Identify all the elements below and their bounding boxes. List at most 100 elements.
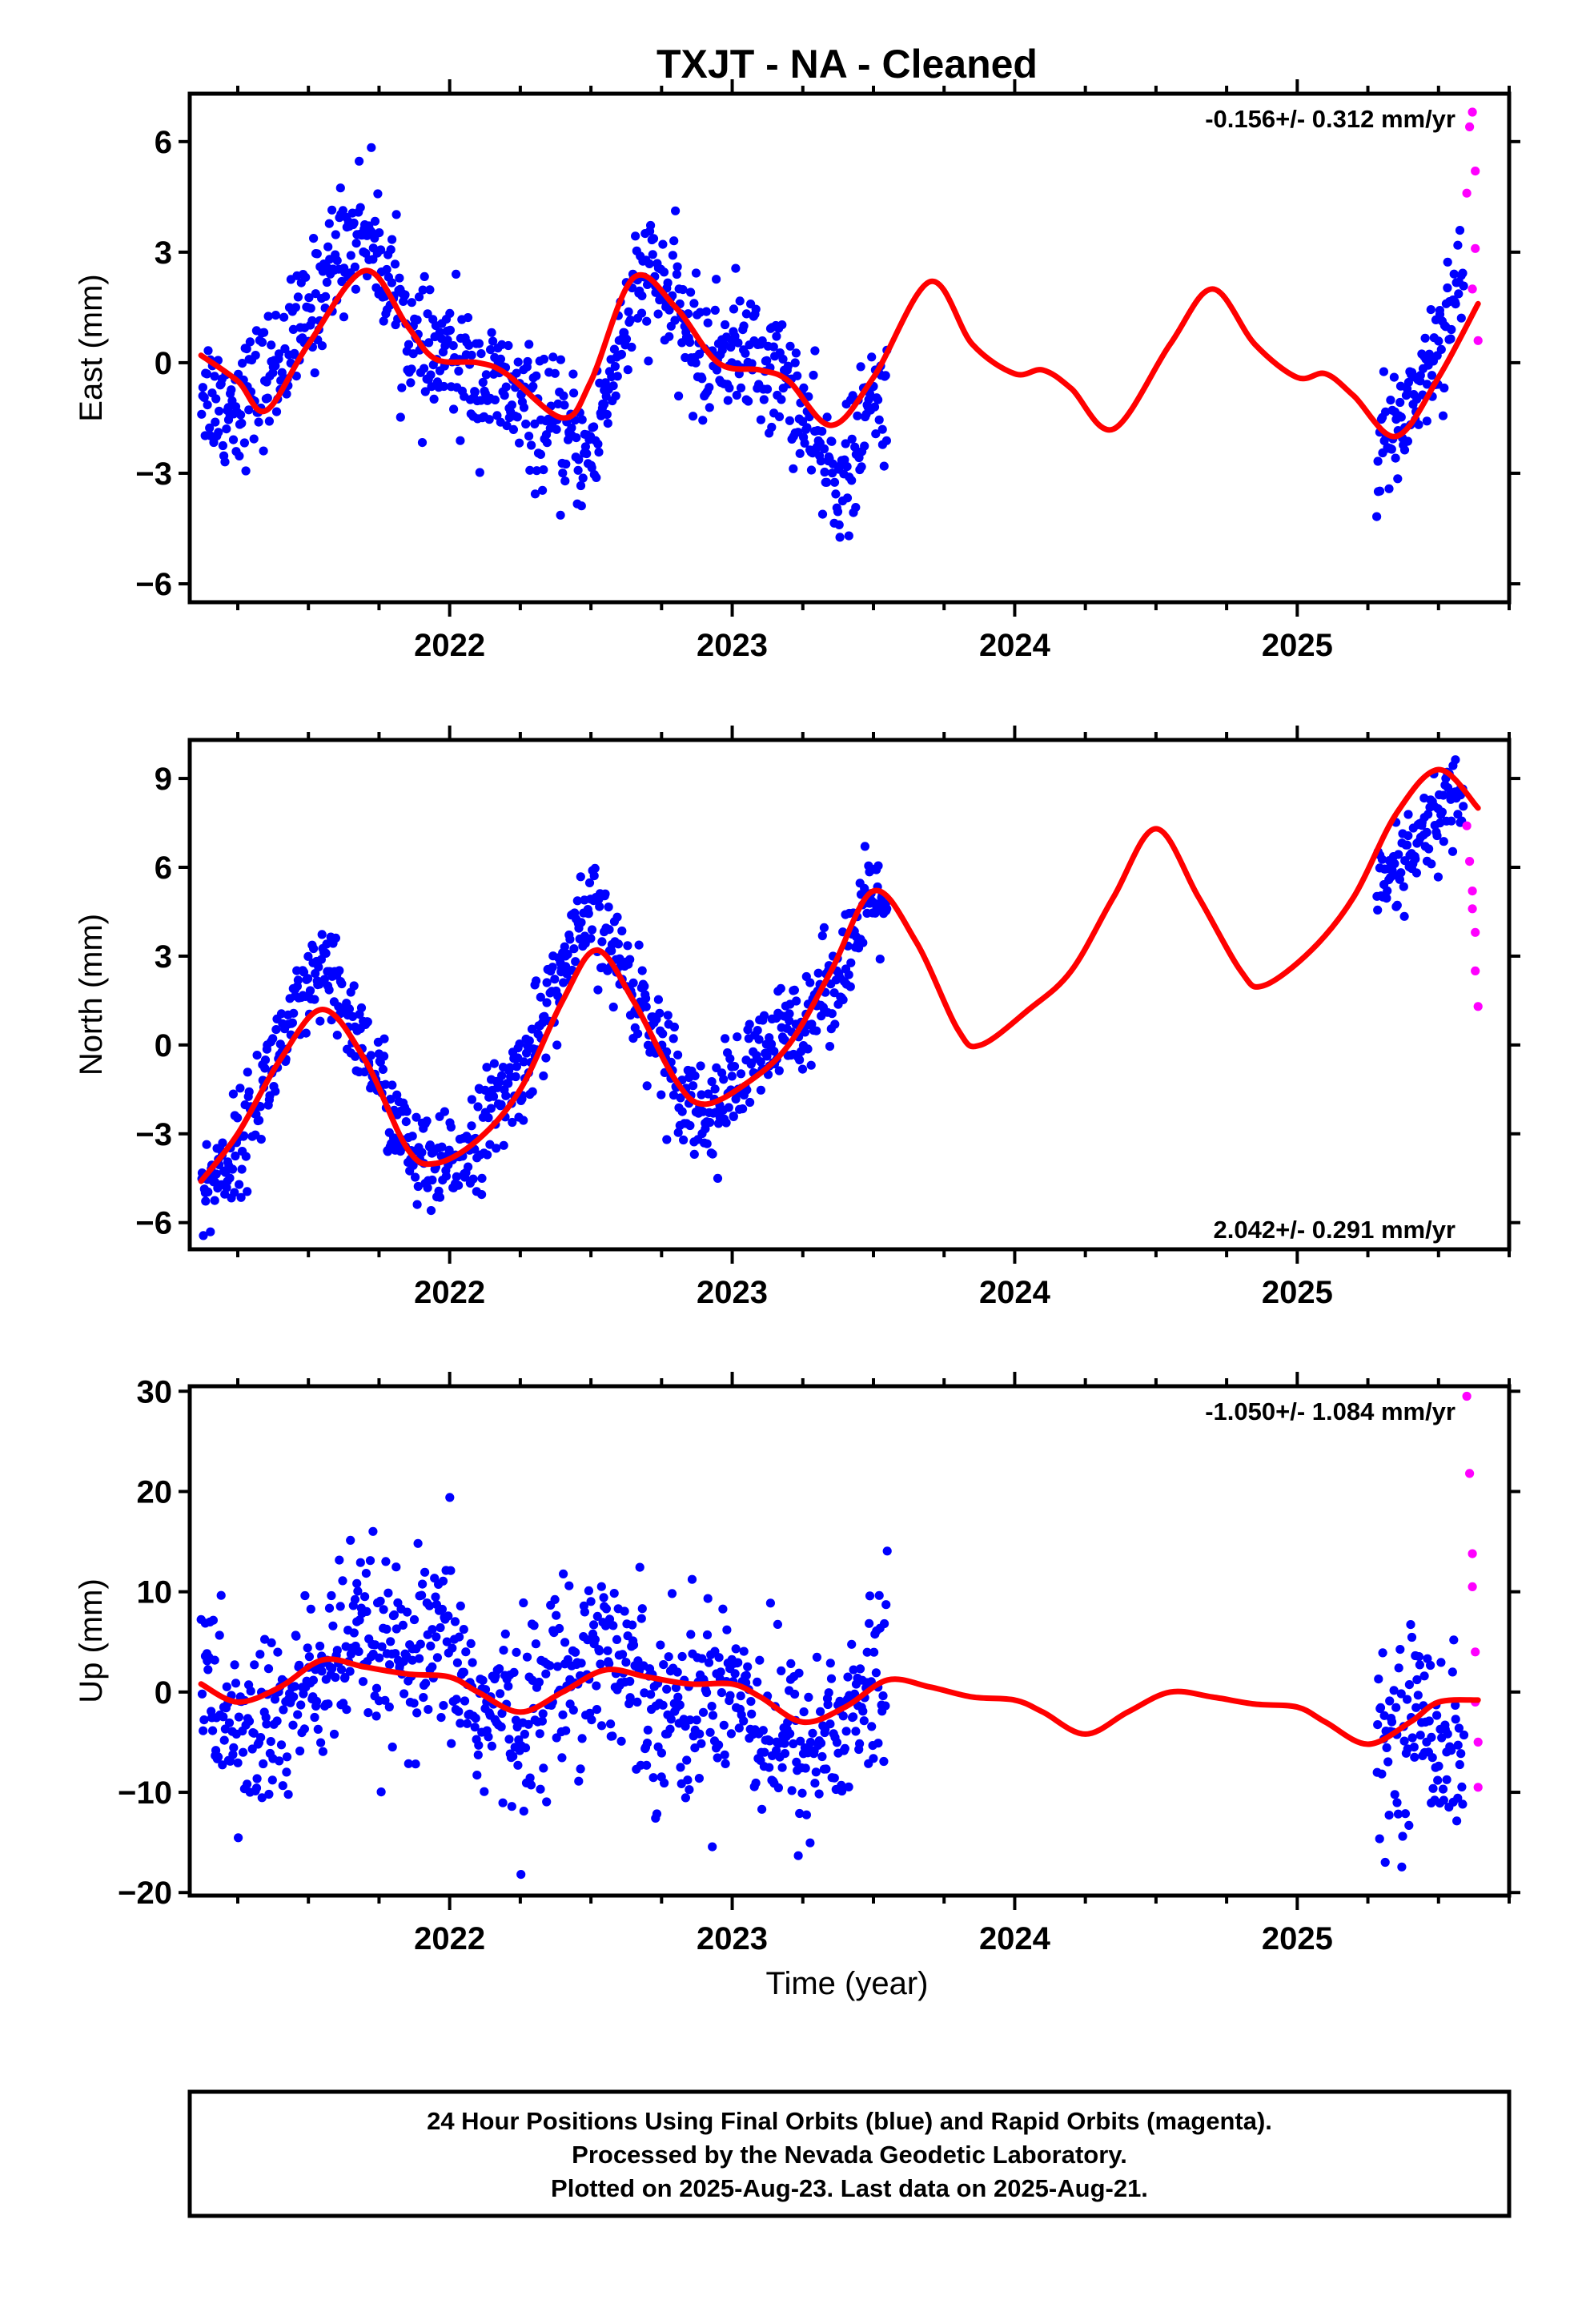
final-orbit-point <box>428 1175 437 1185</box>
final-orbit-point <box>515 1039 524 1049</box>
final-orbit-point <box>726 1729 737 1739</box>
final-orbit-point <box>338 1576 347 1586</box>
final-orbit-point <box>1407 1632 1417 1642</box>
final-orbit-point <box>573 465 583 475</box>
final-orbit-point <box>616 1736 626 1746</box>
final-orbit-point <box>214 1752 223 1762</box>
final-orbit-point <box>804 1692 813 1702</box>
final-orbit-point <box>746 1697 756 1707</box>
final-orbit-point <box>721 1118 731 1128</box>
final-orbit-point <box>808 1728 817 1738</box>
final-orbit-point <box>812 1026 821 1035</box>
rapid-orbit-point <box>1471 966 1480 975</box>
final-orbit-point <box>759 395 769 404</box>
final-orbit-point <box>408 1655 417 1665</box>
final-orbit-point <box>722 1625 732 1634</box>
final-orbit-point <box>390 259 400 269</box>
final-orbit-point <box>707 1077 717 1087</box>
final-orbit-point <box>1453 1740 1463 1750</box>
final-orbit-point <box>349 981 359 991</box>
y-tick-label: 6 <box>155 850 172 886</box>
final-orbit-point <box>604 925 614 935</box>
final-orbit-point <box>1404 1680 1414 1690</box>
final-orbit-point <box>426 370 436 380</box>
final-orbit-point <box>1400 1809 1410 1819</box>
final-orbit-point <box>496 354 506 364</box>
final-orbit-point <box>495 1664 504 1674</box>
final-orbit-point <box>880 1618 889 1629</box>
final-orbit-point <box>484 1113 493 1123</box>
final-orbit-point <box>594 448 604 457</box>
final-orbit-point <box>611 391 620 400</box>
final-orbit-point <box>454 366 464 376</box>
final-orbit-point <box>487 1741 497 1751</box>
final-orbit-point <box>767 422 777 432</box>
final-orbit-point <box>789 464 798 473</box>
final-orbit-point <box>710 1084 720 1094</box>
final-orbit-point <box>263 1664 274 1674</box>
final-orbit-point <box>690 1071 700 1080</box>
final-orbit-point <box>264 1789 274 1799</box>
final-orbit-point <box>235 1084 245 1093</box>
final-orbit-point <box>820 467 829 477</box>
final-orbit-point <box>621 334 632 344</box>
final-orbit-point <box>560 942 569 951</box>
final-orbit-point <box>577 1734 587 1743</box>
final-orbit-point <box>1443 1729 1452 1739</box>
final-orbit-point <box>552 1040 562 1050</box>
final-orbit-point <box>452 269 461 279</box>
final-orbit-point <box>569 388 579 398</box>
final-orbit-point <box>1399 911 1409 921</box>
final-orbit-point <box>695 1729 705 1739</box>
final-orbit-point <box>1449 269 1459 279</box>
final-orbit-point <box>454 1180 464 1190</box>
final-orbit-point <box>642 1760 652 1770</box>
final-orbit-point <box>847 1639 857 1649</box>
final-orbit-point <box>391 1562 401 1572</box>
final-orbit-point <box>584 909 593 919</box>
final-orbit-point <box>1394 1663 1403 1673</box>
final-orbit-point <box>799 1707 809 1717</box>
final-orbit-point <box>420 387 430 396</box>
final-orbit-point <box>328 1621 338 1630</box>
y-axis-label: East (mm) <box>74 274 109 421</box>
rate-annotation: 2.042+/- 0.291 mm/yr <box>1214 1216 1456 1244</box>
final-orbit-point <box>243 1068 252 1077</box>
final-orbit-point <box>351 284 360 294</box>
final-orbit-point <box>849 1665 858 1675</box>
final-orbit-point <box>317 1667 327 1676</box>
final-orbit-point <box>743 1662 753 1671</box>
final-orbit-point <box>609 344 620 354</box>
final-orbit-point <box>830 1019 840 1029</box>
plot-frame <box>187 91 1512 605</box>
final-orbit-point <box>1438 1784 1448 1794</box>
final-orbit-point <box>705 403 714 412</box>
final-orbit-point <box>386 245 396 255</box>
final-orbit-point <box>201 1196 211 1206</box>
final-orbit-point <box>496 1722 506 1731</box>
final-orbit-point <box>689 412 698 421</box>
final-orbit-point <box>199 1715 209 1725</box>
final-orbit-point <box>810 1779 820 1788</box>
final-orbit-point <box>567 423 576 432</box>
y-tick-label: −6 <box>135 567 172 602</box>
final-orbit-point <box>592 1611 602 1621</box>
final-orbit-point <box>794 1668 804 1678</box>
final-orbit-point <box>415 1654 424 1663</box>
final-orbit-point <box>233 1113 243 1123</box>
rapid-orbit-point <box>1473 1737 1483 1747</box>
final-orbit-point <box>512 368 521 378</box>
final-orbit-point <box>300 1590 310 1601</box>
final-orbit-point <box>687 1574 697 1584</box>
final-orbit-point <box>806 465 817 475</box>
final-orbit-point <box>560 1638 570 1647</box>
y-tick-label: 30 <box>137 1374 173 1409</box>
final-orbit-point <box>454 1707 464 1716</box>
final-orbit-point <box>736 1691 745 1701</box>
final-orbit-point <box>1412 1675 1422 1685</box>
final-orbit-point <box>822 412 832 422</box>
final-orbit-point <box>817 1751 827 1762</box>
final-orbit-point <box>1389 372 1399 382</box>
final-orbit-point <box>538 1709 548 1719</box>
final-orbit-point <box>637 966 647 975</box>
